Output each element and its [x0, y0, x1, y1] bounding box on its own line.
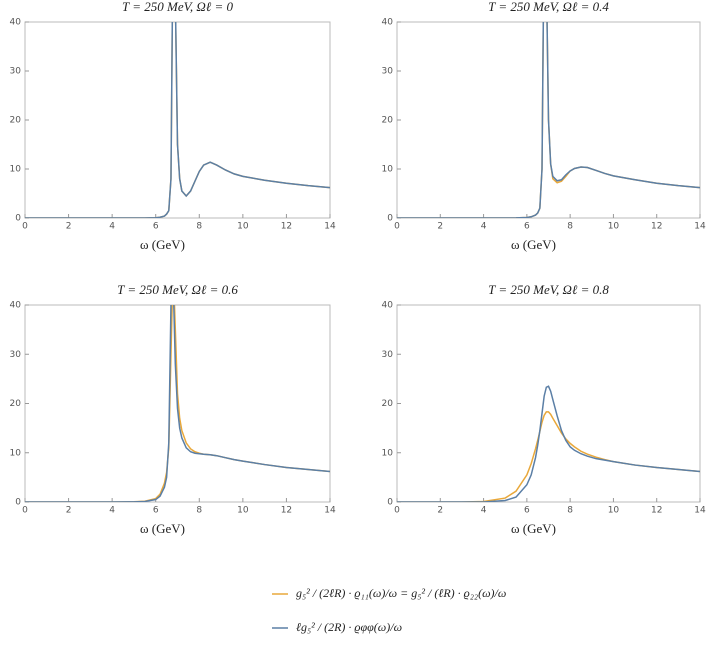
- x-tick-label: 2: [66, 506, 72, 516]
- x-tick-label: 0: [22, 222, 28, 232]
- x-tick-label: 10: [237, 222, 249, 232]
- series-line: [25, 305, 330, 502]
- series-line: [397, 385, 700, 502]
- panel-title: T = 250 MeV, Ωℓ = 0: [122, 0, 233, 14]
- x-tick-label: 10: [237, 506, 249, 516]
- x-tick-label: 8: [567, 222, 573, 232]
- x-tick-label: 0: [22, 506, 28, 516]
- y-tick-label: 40: [382, 18, 394, 28]
- x-axis-label: ω (GeV): [140, 237, 185, 252]
- x-axis-label: ω (GeV): [140, 521, 185, 536]
- y-tick-label: 30: [10, 67, 22, 77]
- x-tick-label: 2: [437, 506, 443, 516]
- y-tick-label: 0: [387, 498, 393, 508]
- x-tick-label: 2: [66, 222, 72, 232]
- x-tick-label: 6: [153, 222, 159, 232]
- x-tick-label: 6: [153, 506, 159, 516]
- y-tick-label: 30: [382, 350, 394, 360]
- y-tick-label: 10: [10, 165, 22, 175]
- panel-title: T = 250 MeV, Ωℓ = 0.4: [488, 0, 609, 14]
- y-tick-label: 20: [10, 116, 22, 126]
- x-tick-label: 12: [651, 506, 662, 516]
- y-tick-label: 20: [382, 399, 394, 409]
- y-tick-label: 10: [382, 448, 394, 458]
- x-tick-label: 0: [394, 506, 400, 516]
- x-tick-label: 14: [694, 222, 706, 232]
- panel-title: T = 250 MeV, Ωℓ = 0.6: [117, 282, 238, 297]
- y-tick-label: 10: [382, 165, 394, 175]
- y-tick-label: 30: [382, 67, 394, 77]
- x-tick-label: 10: [608, 506, 620, 516]
- legend-label: g₅² / (2ℓR) · ϱ₁₁(ω)/ω = g₅² / (ℓR) · ϱ₂…: [296, 586, 506, 600]
- x-tick-label: 12: [651, 222, 662, 232]
- y-tick-label: 10: [10, 448, 22, 458]
- y-tick-label: 40: [382, 301, 394, 311]
- y-tick-label: 40: [10, 18, 22, 28]
- series-line: [397, 411, 700, 502]
- x-axis-label: ω (GeV): [511, 521, 556, 536]
- plot-frame: [396, 304, 701, 503]
- y-tick-label: 0: [15, 214, 21, 224]
- x-tick-label: 10: [608, 222, 620, 232]
- x-tick-label: 4: [109, 222, 115, 232]
- legend-label: ℓg₅² / (2R) · ϱφφ(ω)/ω: [296, 620, 402, 634]
- x-tick-label: 6: [524, 506, 530, 516]
- panel-title: T = 250 MeV, Ωℓ = 0.8: [488, 282, 609, 297]
- x-tick-label: 14: [694, 506, 706, 516]
- x-tick-label: 4: [481, 222, 487, 232]
- y-tick-label: 30: [10, 350, 22, 360]
- y-tick-label: 0: [387, 214, 393, 224]
- x-tick-label: 4: [109, 506, 115, 516]
- series-line: [25, 22, 330, 218]
- x-tick-label: 4: [481, 506, 487, 516]
- x-tick-label: 8: [196, 222, 202, 232]
- x-tick-label: 12: [281, 506, 292, 516]
- x-tick-label: 8: [567, 506, 573, 516]
- x-tick-label: 2: [437, 222, 443, 232]
- y-tick-label: 20: [10, 399, 22, 409]
- x-tick-label: 0: [394, 222, 400, 232]
- y-tick-label: 0: [15, 498, 21, 508]
- x-tick-label: 14: [324, 506, 336, 516]
- x-tick-label: 12: [281, 222, 292, 232]
- series-line: [397, 22, 700, 218]
- x-tick-label: 8: [196, 506, 202, 516]
- y-tick-label: 40: [10, 301, 22, 311]
- x-tick-label: 6: [524, 222, 530, 232]
- y-tick-label: 20: [382, 116, 394, 126]
- x-axis-label: ω (GeV): [511, 237, 556, 252]
- x-tick-label: 14: [324, 222, 336, 232]
